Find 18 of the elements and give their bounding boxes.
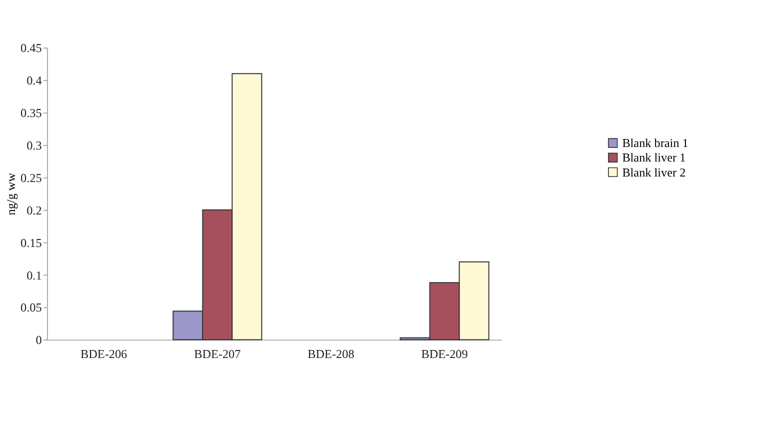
y-tick-label: 0.1 bbox=[26, 268, 42, 282]
y-tick-label: 0.2 bbox=[26, 203, 42, 218]
y-tick-label: 0.25 bbox=[20, 170, 42, 185]
x-tick-label: BDE-208 bbox=[308, 346, 354, 361]
y-tick-label: 0.45 bbox=[20, 41, 42, 56]
x-tick-label: BDE-206 bbox=[80, 346, 128, 361]
y-tick-label: 0.4 bbox=[26, 74, 42, 88]
y-tick-label: 0.3 bbox=[26, 138, 42, 152]
y-tick-label: 0 bbox=[36, 333, 42, 348]
y-tick-label: 0.35 bbox=[20, 106, 42, 120]
y-tick-label: 0.05 bbox=[20, 300, 42, 315]
x-tick-label: BDE-209 bbox=[421, 346, 468, 361]
x-tick-label: BDE-207 bbox=[194, 346, 241, 361]
legend-label: Blank brain 1 bbox=[622, 136, 688, 150]
y-axis-title: ng/g ww bbox=[4, 172, 18, 216]
legend-label: Blank liver 2 bbox=[622, 165, 686, 180]
y-tick-label: 0.15 bbox=[20, 236, 42, 250]
legend-label: Blank liver 1 bbox=[622, 150, 686, 165]
